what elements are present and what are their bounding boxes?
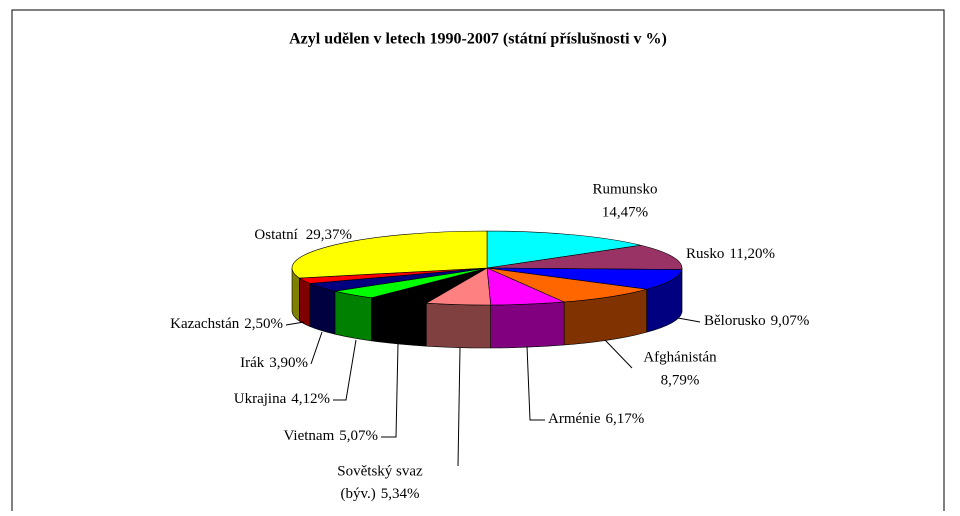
slice-label: Irák xyxy=(240,355,265,371)
slice-label: Kazachstán xyxy=(170,316,240,332)
slice-label: Rusko xyxy=(686,246,724,262)
slice-side xyxy=(371,298,426,346)
slice-label: Ukrajina xyxy=(234,391,287,407)
slice-label: (býv.) 5,34% xyxy=(340,486,419,502)
slice-value-label: 14,47% xyxy=(602,204,648,220)
slice-value-label: 9,07% xyxy=(771,313,810,329)
slice-label: Rumunsko xyxy=(592,181,657,197)
slice-value-label: 2,50% xyxy=(244,316,283,332)
slice-label: Sovětský svaz xyxy=(337,463,423,479)
slice-side xyxy=(335,291,371,341)
slice-label-group: Bělorusko 9,07% xyxy=(704,313,809,329)
slice-label: Vietnam xyxy=(284,428,335,444)
slice-side xyxy=(299,278,310,326)
slice-label: Afghánistán xyxy=(643,349,717,365)
slice-label: Bělorusko xyxy=(704,313,766,329)
slice-label-group: Rusko 11,20% xyxy=(686,246,775,262)
slice-value-label: 4,12% xyxy=(291,391,330,407)
chart-title: Azyl udělen v letech 1990-2007 (státní p… xyxy=(289,31,667,48)
slice-label: Ostatní xyxy=(254,227,297,243)
slice-value-label: 3,90% xyxy=(269,355,308,371)
slice-value-label: 29,37% xyxy=(306,227,352,243)
slice-label-part: (býv.) xyxy=(340,486,375,502)
slice-side xyxy=(491,302,564,348)
slice-value-label: 6,17% xyxy=(605,411,644,427)
slice-label: Arménie xyxy=(548,411,601,427)
slice-value-label: 8,79% xyxy=(661,372,700,388)
slice-side xyxy=(426,303,490,348)
slice-side xyxy=(310,283,335,334)
slice-value-label: 5,34% xyxy=(381,486,420,502)
slice-value-label: 11,20% xyxy=(729,246,775,262)
slice-value-label: 5,07% xyxy=(339,428,378,444)
